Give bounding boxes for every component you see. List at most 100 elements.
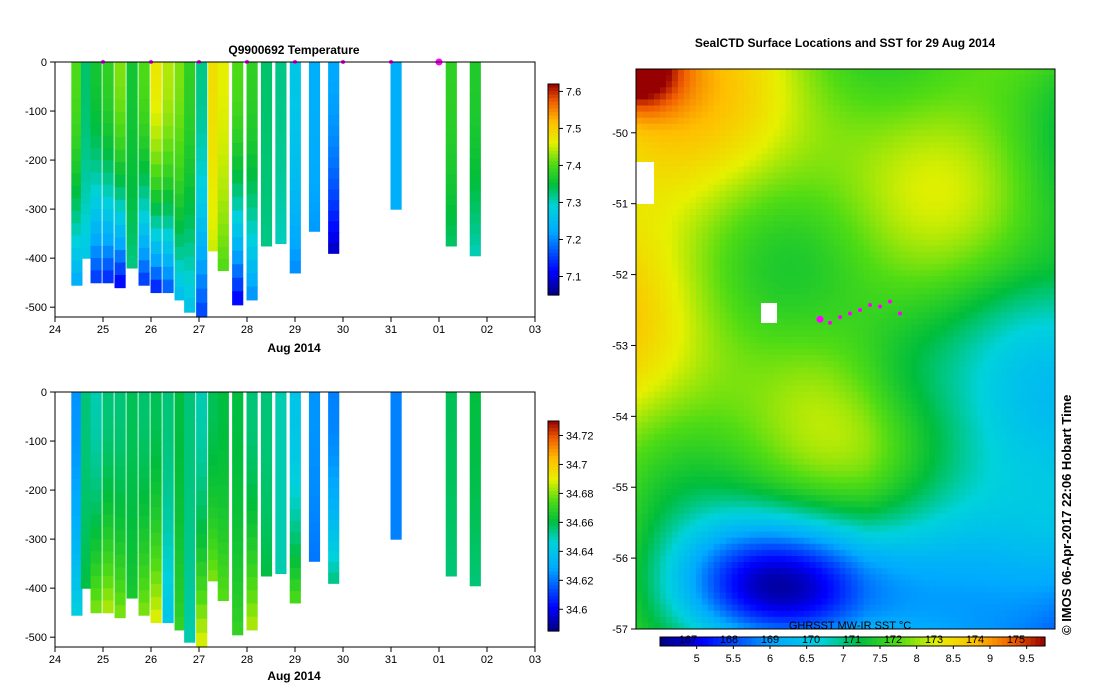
sst-cell	[899, 306, 906, 313]
colorbar-segment	[548, 459, 559, 464]
sst-cell	[1025, 69, 1032, 76]
sst-cell	[653, 87, 661, 94]
sst-cell	[947, 117, 954, 125]
sst-cell	[881, 196, 888, 204]
sst-cell	[773, 324, 781, 332]
profile-cell	[196, 118, 208, 134]
sst-cell	[636, 275, 643, 283]
sst-cell	[893, 202, 900, 210]
profile-cell	[71, 416, 83, 430]
sst-cell	[959, 336, 966, 344]
sst-cell	[935, 282, 942, 289]
sst-cell	[809, 178, 817, 186]
sst-cell	[797, 312, 805, 320]
profile-cell	[184, 614, 196, 629]
sst-cell	[1043, 367, 1050, 374]
sst-cell	[755, 312, 763, 320]
colorbar-segment	[548, 536, 559, 541]
profile-cell	[80, 203, 93, 216]
sst-cell	[887, 190, 894, 198]
sst-cell	[1019, 178, 1026, 186]
profile-cell	[308, 184, 321, 195]
sst-cell	[965, 227, 972, 234]
sst-cell	[869, 129, 876, 137]
sst-cell	[965, 306, 972, 313]
sst-cell	[827, 142, 835, 149]
sst-cell	[665, 379, 673, 387]
profile-cell	[208, 156, 220, 168]
colorbar-segment	[548, 473, 559, 478]
profile-cell	[246, 128, 258, 142]
sst-cell	[1037, 282, 1044, 289]
sst-cell	[851, 87, 858, 94]
profile-cell	[114, 262, 126, 276]
sst-cell	[1025, 251, 1032, 259]
profile-cell	[445, 412, 457, 424]
profile-cell	[90, 184, 102, 198]
sst-cell	[875, 269, 882, 277]
sst-cell	[1043, 391, 1050, 399]
sst-cell	[719, 257, 727, 265]
sst-cell	[1031, 87, 1038, 94]
sst-cell	[785, 190, 793, 198]
sst-cell	[737, 93, 745, 100]
profile-cell	[90, 416, 102, 430]
sst-cell	[701, 111, 709, 119]
sst-cell	[803, 251, 811, 259]
sst-cell	[977, 202, 984, 210]
sst-cell	[917, 263, 924, 271]
sst-cell	[1013, 288, 1020, 295]
sst-cell	[857, 93, 864, 100]
profile-cell	[217, 154, 229, 167]
profile-cell	[469, 402, 481, 415]
sst-cell	[785, 172, 793, 180]
sst-cell	[695, 282, 703, 289]
profile-cell	[232, 621, 244, 636]
sst-cell	[749, 391, 757, 399]
sst-cell	[725, 318, 733, 326]
sst-cell	[797, 239, 805, 247]
sst-cell	[785, 367, 793, 374]
profile-cell	[138, 392, 150, 405]
profile-cell	[174, 260, 186, 275]
profile-cell	[71, 453, 83, 467]
sst-cell	[725, 251, 733, 259]
profile-cell	[445, 102, 457, 114]
sst-cell	[647, 142, 655, 149]
profile-cell	[246, 101, 258, 116]
colorbar-tick-label: 34.66	[566, 517, 594, 529]
profile-cell	[445, 123, 457, 135]
sst-cell	[665, 129, 673, 137]
sst-cell	[1025, 105, 1032, 113]
profile-cell	[114, 162, 126, 176]
sst-cell	[827, 306, 835, 313]
sst-cell	[887, 349, 894, 356]
sst-cell	[875, 355, 882, 362]
sst-cell	[869, 105, 876, 113]
sst-cell	[899, 209, 906, 216]
profile-column	[328, 62, 340, 254]
profile-cell	[445, 514, 457, 526]
sst-cell	[845, 190, 852, 198]
sst-cell	[827, 81, 835, 88]
sst-cell	[989, 342, 996, 350]
sst-cell	[659, 190, 667, 198]
sst-cell	[953, 275, 960, 283]
sst-cell	[641, 269, 649, 277]
sst-cell	[881, 93, 888, 100]
sst-cell	[671, 239, 679, 247]
sst-cell	[701, 221, 709, 228]
sst-cell	[983, 318, 990, 326]
sst-cell	[911, 160, 918, 167]
sst-cell	[899, 239, 906, 247]
sst-cell	[857, 263, 864, 271]
colorbar-tick-label: 34.7	[566, 459, 587, 471]
sst-cell	[797, 306, 805, 313]
profile-cell	[289, 415, 301, 428]
profile-cell	[102, 416, 114, 430]
profile-cell	[246, 246, 258, 261]
sst-cell	[653, 361, 661, 368]
sst-cell	[647, 81, 655, 88]
sst-cell	[659, 142, 667, 149]
sst-cell	[833, 294, 841, 301]
